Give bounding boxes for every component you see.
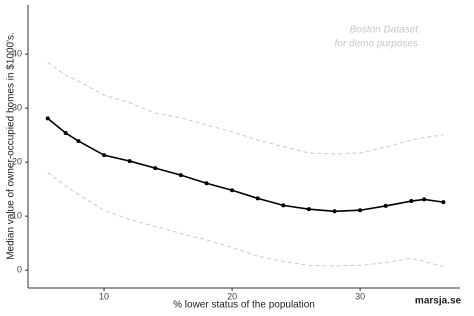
point (422, 197, 427, 202)
x-tick-label: 30 (355, 291, 365, 301)
y-tick-label: 20 (12, 157, 22, 167)
point (127, 159, 132, 164)
annotation: for demo purposes (335, 39, 418, 50)
point (204, 181, 209, 186)
point (358, 208, 363, 213)
y-tick-label: 40 (12, 49, 22, 59)
point (153, 166, 158, 171)
point (45, 116, 50, 121)
y-tick-label: 10 (12, 211, 22, 221)
band-line (47, 172, 444, 267)
point (409, 199, 414, 204)
x-tick-label: 20 (227, 291, 237, 301)
point (441, 200, 446, 205)
band-line (47, 61, 444, 155)
fit-line (47, 117, 444, 213)
y-tick-label: 30 (12, 103, 22, 113)
y-tick-label: 0 (17, 265, 22, 275)
point (281, 203, 286, 208)
point (230, 188, 235, 193)
point (76, 139, 81, 144)
point (383, 203, 388, 208)
point (102, 153, 107, 158)
annotation: Boston Dataset (350, 25, 420, 36)
point (63, 130, 68, 135)
y-axis-label: Median value of owner-occupied homes in … (6, 32, 17, 260)
point (332, 209, 337, 214)
point (306, 207, 311, 212)
point (255, 196, 260, 201)
x-axis-label: % lower status of the population (173, 300, 315, 311)
point (178, 173, 183, 178)
caption: marsja.se (415, 296, 462, 307)
x-tick-label: 10 (99, 291, 109, 301)
